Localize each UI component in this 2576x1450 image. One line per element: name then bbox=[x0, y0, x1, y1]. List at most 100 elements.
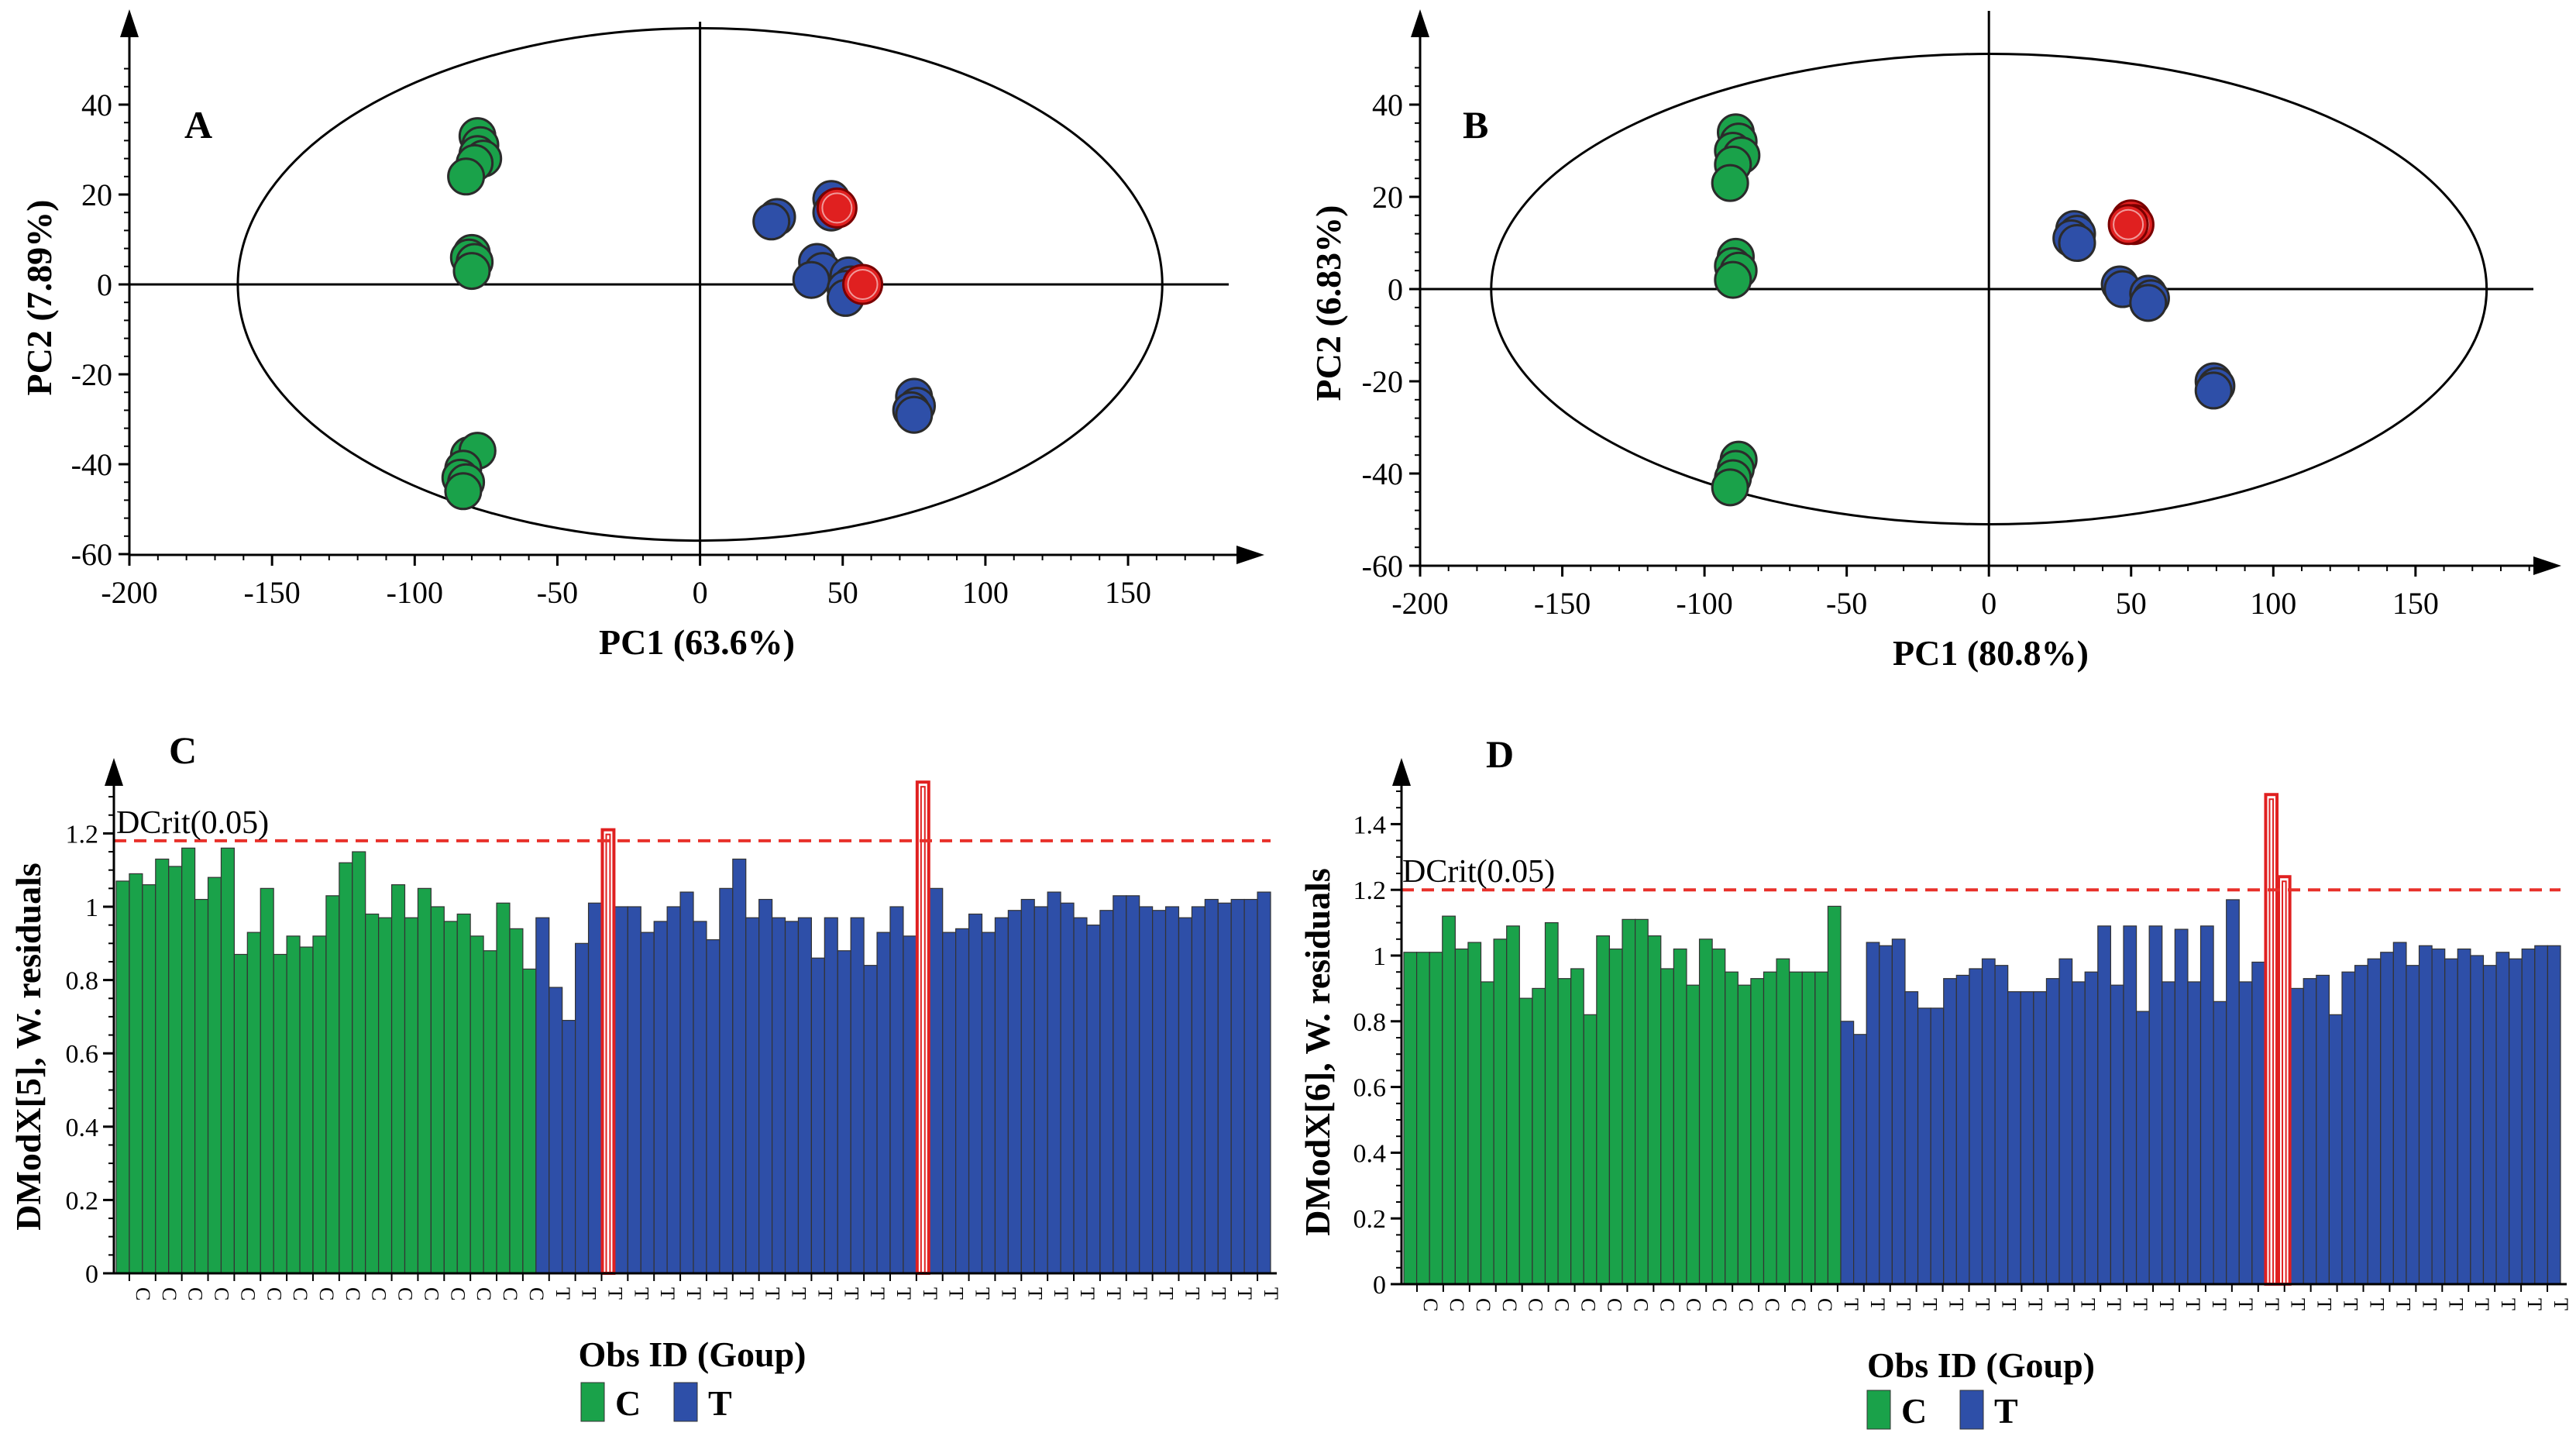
control-point bbox=[447, 157, 486, 196]
hotelling-ellipse bbox=[236, 26, 1164, 542]
x-tick-label: T bbox=[1181, 1287, 1203, 1300]
control-bar bbox=[115, 880, 130, 1274]
control-bar bbox=[1544, 921, 1559, 1285]
control-point bbox=[452, 252, 491, 291]
treatment-bar bbox=[968, 913, 983, 1274]
y-tick-label: 0.8 bbox=[1353, 1008, 1387, 1037]
x-tick-label: C bbox=[263, 1287, 285, 1300]
control-bar bbox=[181, 847, 196, 1274]
x-tick-label: -50 bbox=[1826, 586, 1867, 621]
treatment-bar bbox=[1840, 1021, 1855, 1285]
x-tick-label: T bbox=[1840, 1298, 1862, 1311]
treatment-bar bbox=[693, 921, 707, 1274]
treatment-bar bbox=[2135, 1011, 2150, 1285]
y-axis-arrow bbox=[120, 9, 139, 37]
x-tick-label: 150 bbox=[2392, 586, 2439, 621]
treatment-bar bbox=[719, 887, 734, 1274]
treatment-bar bbox=[1020, 898, 1035, 1274]
y-tick-label: 0 bbox=[1388, 272, 1403, 307]
dcrit-label: DCrit(0.05) bbox=[1402, 854, 1555, 890]
treatment-bar bbox=[1891, 939, 1906, 1285]
control-bar bbox=[496, 902, 511, 1274]
x-tick-label: C bbox=[132, 1287, 154, 1300]
treatment-bar bbox=[758, 898, 773, 1274]
control-bar bbox=[365, 913, 380, 1274]
x-axis-title: Obs ID (Goup) bbox=[1867, 1345, 2095, 1385]
control-bar bbox=[194, 898, 209, 1274]
control-bar bbox=[233, 953, 248, 1274]
x-tick-label: T bbox=[2155, 1298, 2178, 1311]
treatment-bar bbox=[2187, 981, 2202, 1285]
control-bar bbox=[129, 873, 143, 1274]
control-bar bbox=[1506, 925, 1520, 1285]
treatment-bar bbox=[1994, 965, 2009, 1285]
y-tick-label: 0 bbox=[97, 267, 112, 302]
control-bar bbox=[417, 887, 432, 1274]
x-tick-label: T bbox=[866, 1287, 889, 1300]
x-tick-label: T bbox=[2392, 1298, 2414, 1311]
control-bar bbox=[1711, 948, 1726, 1285]
treatment-bar bbox=[1073, 917, 1088, 1274]
x-tick-label: C bbox=[1498, 1298, 1521, 1311]
x-tick-label: T bbox=[2050, 1298, 2072, 1311]
y-tick-label: 20 bbox=[1372, 180, 1403, 215]
x-tick-label: C bbox=[473, 1287, 495, 1300]
control-bar bbox=[1480, 981, 1494, 1285]
control-bar bbox=[390, 884, 406, 1274]
treatment-bar bbox=[2251, 961, 2266, 1285]
x-tick-label: 150 bbox=[1105, 575, 1151, 610]
treatment-point bbox=[2194, 371, 2233, 410]
y-tick-label: 0.2 bbox=[66, 1187, 99, 1215]
x-tick-label: C bbox=[446, 1287, 469, 1300]
x-tick-label: T bbox=[1050, 1287, 1072, 1300]
treatment-bar bbox=[2495, 952, 2510, 1285]
control-bar bbox=[430, 906, 445, 1274]
dcrit-label: DCrit(0.05) bbox=[116, 805, 269, 841]
treatment-bar bbox=[876, 932, 891, 1274]
x-tick-label: T bbox=[2076, 1298, 2099, 1311]
x-tick-label: C bbox=[158, 1287, 181, 1300]
treatment-bar bbox=[1981, 958, 1996, 1285]
treatment-bar bbox=[2123, 925, 2137, 1285]
treatment-bar bbox=[2521, 948, 2536, 1285]
x-tick-label: T bbox=[604, 1287, 626, 1300]
x-axis-arrow bbox=[1236, 546, 1264, 564]
treatment-bar bbox=[797, 917, 812, 1274]
treatment-bar bbox=[732, 858, 747, 1274]
x-tick-label: T bbox=[919, 1287, 941, 1300]
dmodx-bar-chart-d: DCrit(0.05)00.20.40.60.811.21.4C C C C C C C C C… bbox=[1298, 732, 2572, 1431]
legend-swatch bbox=[673, 1382, 698, 1422]
x-tick-label: T bbox=[945, 1287, 968, 1300]
treatment-bar bbox=[2482, 965, 2497, 1285]
y-axis-title: PC2 (7.89%) bbox=[19, 200, 59, 396]
x-tick-label: T bbox=[892, 1287, 915, 1300]
panel-label: D bbox=[1486, 732, 1514, 776]
control-bar bbox=[260, 887, 274, 1274]
treatment-bar bbox=[994, 917, 1009, 1274]
control-bar bbox=[1737, 984, 1752, 1285]
treatment-bar bbox=[1139, 906, 1154, 1274]
control-bar bbox=[168, 866, 183, 1274]
treatment-bar bbox=[2509, 958, 2523, 1285]
treatment-bar bbox=[1060, 902, 1075, 1274]
y-tick-label: 20 bbox=[81, 177, 112, 212]
treatment-bar bbox=[587, 902, 603, 1274]
treatment-bar bbox=[1955, 974, 1970, 1285]
x-tick-label: T bbox=[2129, 1298, 2151, 1311]
y-axis-arrow bbox=[105, 758, 123, 786]
control-bar bbox=[1725, 971, 1739, 1285]
treatment-bar bbox=[1930, 1007, 1945, 1285]
y-axis-arrow bbox=[1392, 758, 1411, 786]
outlier-point bbox=[816, 187, 858, 229]
x-tick-label: T bbox=[2208, 1298, 2230, 1311]
x-tick-label: C bbox=[289, 1287, 311, 1300]
treatment-bar bbox=[679, 891, 694, 1274]
treatment-point bbox=[2129, 284, 2168, 322]
x-tick-label: C bbox=[1787, 1298, 1810, 1311]
control-bar bbox=[456, 913, 471, 1274]
x-tick-label: T bbox=[1866, 1298, 1889, 1311]
x-tick-label: T bbox=[788, 1287, 810, 1300]
control-bar bbox=[1776, 958, 1790, 1285]
